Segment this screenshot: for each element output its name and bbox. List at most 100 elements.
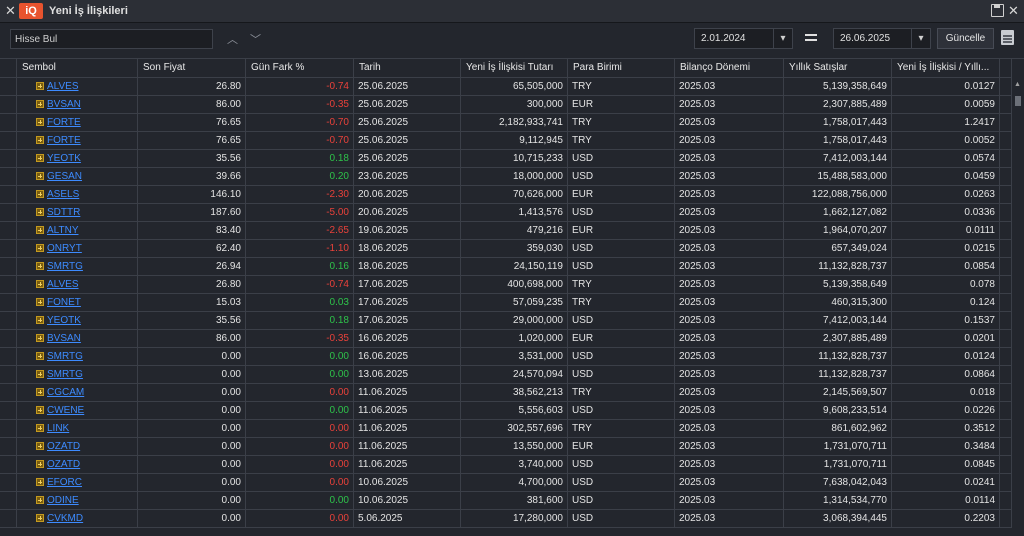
symbol-link[interactable]: BVSAN	[47, 99, 81, 110]
symbol-link[interactable]: YEOTK	[47, 153, 81, 164]
table-row[interactable]: EFORC 0.00 0.00 10.06.2025 4,700,000 USD 2025.…	[0, 474, 1012, 492]
symbol-link[interactable]: SMRTG	[47, 369, 83, 380]
scroll-thumb[interactable]	[1015, 96, 1021, 106]
symbol-link[interactable]: GESAN	[47, 171, 83, 182]
table-row[interactable]: OZATD 0.00 0.00 11.06.2025 13,550,000 EUR 2025…	[0, 438, 1012, 456]
close-icon[interactable]: ✕	[5, 3, 16, 18]
expand-row-icon[interactable]	[36, 118, 44, 126]
start-date-picker[interactable]: 2.01.2024 ▾	[694, 28, 793, 49]
expand-row-icon[interactable]	[36, 388, 44, 396]
table-row[interactable]: CWENE 0.00 0.00 11.06.2025 5,556,603 USD 2025.…	[0, 402, 1012, 420]
column-tarih-header[interactable]: Tarih	[354, 59, 461, 78]
end-date-picker[interactable]: 26.06.2025 ▾	[833, 28, 931, 49]
expand-row-icon[interactable]	[36, 316, 44, 324]
expand-row-icon[interactable]	[36, 298, 44, 306]
expand-row-icon[interactable]	[36, 244, 44, 252]
column-sembol-header[interactable]: Sembol	[17, 59, 138, 78]
table-row[interactable]: ODINE 0.00 0.00 10.06.2025 381,600 USD 2025.03…	[0, 492, 1012, 510]
table-row[interactable]: FORTE 76.65 -0.70 25.06.2025 9,112,945 TRY 202…	[0, 132, 1012, 150]
column-son-fiyat-header[interactable]: Son Fiyat	[138, 59, 246, 78]
symbol-link[interactable]: CVKMD	[47, 513, 84, 524]
expand-row-icon[interactable]	[36, 442, 44, 450]
column-para-birimi-header[interactable]: Para Birimi	[568, 59, 675, 78]
table-row[interactable]: YEOTK 35.56 0.18 17.06.2025 29,000,000 USD 202…	[0, 312, 1012, 330]
expand-row-icon[interactable]	[36, 172, 44, 180]
expand-row-icon[interactable]	[36, 262, 44, 270]
table-row[interactable]: SMRTG 0.00 0.00 16.06.2025 3,531,000 USD 2025.…	[0, 348, 1012, 366]
expand-row-icon[interactable]	[36, 154, 44, 162]
table-row[interactable]: ALVES 26.80 -0.74 17.06.2025 400,698,000 TRY 2…	[0, 276, 1012, 294]
symbol-link[interactable]: BVSAN	[47, 333, 81, 344]
table-row[interactable]: SMRTG 0.00 0.00 13.06.2025 24,570,094 USD 2025…	[0, 366, 1012, 384]
dropdown-arrow-icon[interactable]: ▾	[773, 29, 792, 48]
expand-row-icon[interactable]	[36, 478, 44, 486]
expand-row-icon[interactable]	[36, 208, 44, 216]
table-row[interactable]: CVKMD 0.00 0.00 5.06.2025 17,280,000 USD 2025.…	[0, 510, 1012, 528]
symbol-link[interactable]: ALVES	[47, 279, 79, 290]
calendar-icon[interactable]	[1001, 30, 1014, 45]
expand-row-icon[interactable]	[36, 334, 44, 342]
expand-row-icon[interactable]	[36, 136, 44, 144]
table-row[interactable]: SMRTG 26.94 0.16 18.06.2025 24,150,119 USD 202…	[0, 258, 1012, 276]
expand-row-icon[interactable]	[36, 514, 44, 522]
table-row[interactable]: BVSAN 86.00 -0.35 25.06.2025 300,000 EUR 2025.…	[0, 96, 1012, 114]
expand-row-icon[interactable]	[36, 370, 44, 378]
symbol-link[interactable]: ODINE	[47, 495, 79, 506]
scroll-up-icon[interactable]: ▲	[1014, 81, 1021, 88]
symbol-link[interactable]: OZATD	[47, 459, 81, 470]
table-row[interactable]: ONRYT 62.40 -1.10 18.06.2025 359,030 USD 2025.…	[0, 240, 1012, 258]
symbol-link[interactable]: ALVES	[47, 81, 79, 92]
symbol-link[interactable]: FONET	[47, 297, 81, 308]
table-row[interactable]: LINK 0.00 0.00 11.06.2025 302,557,696 TRY 2025…	[0, 420, 1012, 438]
expand-row-icon[interactable]	[36, 226, 44, 234]
dropdown-arrow-icon[interactable]: ▾	[911, 29, 930, 48]
symbol-link[interactable]: FORTE	[47, 117, 81, 128]
expand-row-icon[interactable]	[36, 460, 44, 468]
symbol-link[interactable]: SMRTG	[47, 261, 83, 272]
chevron-up-icon[interactable]: ︿	[227, 34, 238, 46]
symbol-link[interactable]: YEOTK	[47, 315, 81, 326]
vertical-scrollbar[interactable]: ▲	[1012, 78, 1024, 536]
column-gun-fark-header[interactable]: Gün Fark %	[246, 59, 354, 78]
symbol-link[interactable]: ALTNY	[47, 225, 79, 236]
symbol-link[interactable]: ONRYT	[47, 243, 82, 254]
symbol-link[interactable]: LINK	[47, 423, 70, 434]
symbol-link[interactable]: FORTE	[47, 135, 81, 146]
expand-row-icon[interactable]	[36, 424, 44, 432]
expand-row-icon[interactable]	[36, 280, 44, 288]
symbol-link[interactable]: EFORC	[47, 477, 82, 488]
expand-row-icon[interactable]	[36, 406, 44, 414]
column-tutar-header[interactable]: Yeni İş İlişkisi Tutarı	[461, 59, 568, 78]
row-gutter	[0, 276, 17, 294]
table-row[interactable]: BVSAN 86.00 -0.35 16.06.2025 1,020,000 EUR 202…	[0, 330, 1012, 348]
chevron-down-icon[interactable]: ﹀	[250, 34, 261, 46]
save-icon[interactable]	[991, 4, 1004, 17]
table-row[interactable]: SDTTR 187.60 -5.00 20.06.2025 1,413,576 USD 20…	[0, 204, 1012, 222]
symbol-link[interactable]: SMRTG	[47, 351, 83, 362]
search-input[interactable]	[10, 29, 213, 49]
close-panel-icon[interactable]: ✕	[1008, 3, 1019, 18]
column-yillik-satislar-header[interactable]: Yıllık Satışlar	[784, 59, 892, 78]
expand-row-icon[interactable]	[36, 496, 44, 504]
table-row[interactable]: YEOTK 35.56 0.18 25.06.2025 10,715,233 USD 202…	[0, 150, 1012, 168]
expand-row-icon[interactable]	[36, 352, 44, 360]
table-row[interactable]: FORTE 76.65 -0.70 25.06.2025 2,182,933,741 TR…	[0, 114, 1012, 132]
table-row[interactable]: ALVES 26.80 -0.74 25.06.2025 65,505,000 TRY 20…	[0, 78, 1012, 96]
table-row[interactable]: OZATD 0.00 0.00 11.06.2025 3,740,000 USD 2025.…	[0, 456, 1012, 474]
column-bilanco-donemi-header[interactable]: Bilanço Dönemi	[675, 59, 784, 78]
update-button[interactable]: Güncelle	[937, 28, 994, 49]
table-row[interactable]: ALTNY 83.40 -2.65 19.06.2025 479,216 EUR 2025.…	[0, 222, 1012, 240]
table-row[interactable]: CGCAM 0.00 0.00 11.06.2025 38,562,213 TRY 2025…	[0, 384, 1012, 402]
table-row[interactable]: FONET 15.03 0.03 17.06.2025 57,059,235 TRY 202…	[0, 294, 1012, 312]
symbol-link[interactable]: ASELS	[47, 189, 80, 200]
expand-row-icon[interactable]	[36, 82, 44, 90]
table-row[interactable]: GESAN 39.66 0.20 23.06.2025 18,000,000 USD 202…	[0, 168, 1012, 186]
symbol-link[interactable]: CWENE	[47, 405, 85, 416]
expand-row-icon[interactable]	[36, 100, 44, 108]
column-oran-header[interactable]: Yeni İş İlişkisi / Yıllı...	[892, 59, 1000, 78]
table-row[interactable]: ASELS 146.10 -2.30 20.06.2025 70,626,000 EUR 2…	[0, 186, 1012, 204]
symbol-link[interactable]: SDTTR	[47, 207, 81, 218]
symbol-link[interactable]: CGCAM	[47, 387, 85, 398]
expand-row-icon[interactable]	[36, 190, 44, 198]
symbol-link[interactable]: OZATD	[47, 441, 81, 452]
